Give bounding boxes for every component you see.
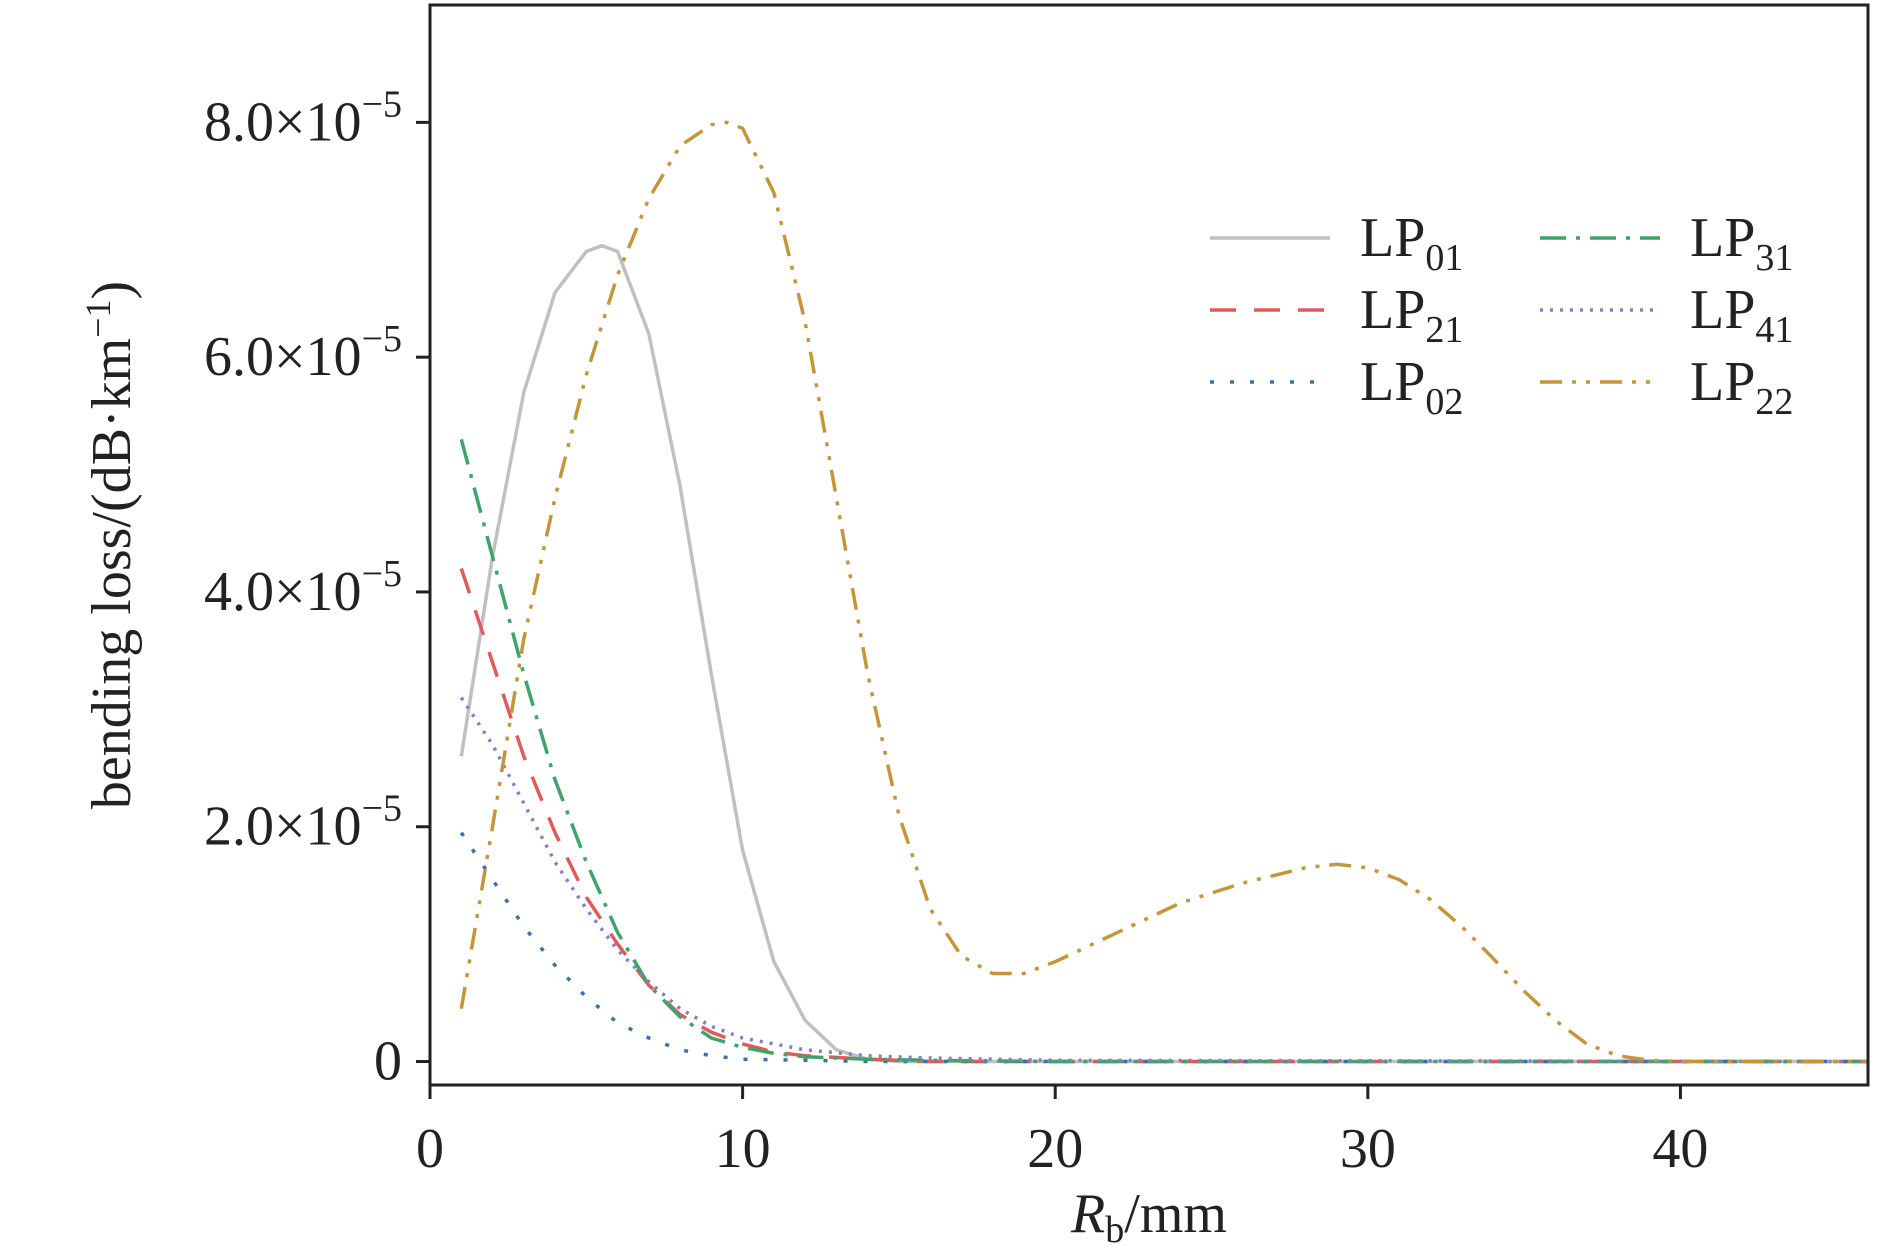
x-axis-title-sub: b <box>1105 1209 1124 1247</box>
y-axis-title-main: bending loss/(dB·km <box>81 338 143 809</box>
legend-label: LP21 <box>1360 279 1463 351</box>
legend-label: LP02 <box>1360 351 1463 423</box>
series-line-lp21 <box>459 567 1868 1064</box>
x-axis: 0 10 20 30 40 <box>416 1085 1708 1180</box>
series-line-lp01 <box>459 243 1868 1064</box>
y-axis-title-sup: −1 <box>78 300 118 338</box>
y-tick-label: 2.0×10−5 <box>204 788 402 858</box>
x-axis-title: Rb/mm <box>1070 1183 1227 1247</box>
y-axis-title-close: ) <box>81 281 143 300</box>
plot-lines <box>459 120 1869 1064</box>
legend-label: LP01 <box>1360 207 1463 279</box>
x-tick-label: 40 <box>1652 1118 1708 1180</box>
series-line-lp41 <box>459 696 1869 1064</box>
series-line-lp31 <box>459 438 1868 1064</box>
x-axis-title-unit: /mm <box>1124 1183 1227 1245</box>
x-tick-label: 10 <box>715 1118 771 1180</box>
x-tick-label: 20 <box>1027 1118 1083 1180</box>
series-line-lp22 <box>459 120 1868 1064</box>
x-tick-label: 30 <box>1340 1118 1396 1180</box>
x-tick-label: 0 <box>416 1118 444 1180</box>
legend-label: LP31 <box>1690 207 1793 279</box>
y-tick-label: 8.0×10−5 <box>204 83 402 153</box>
y-tick-label: 6.0×10−5 <box>204 318 402 388</box>
plot-frame <box>428 3 1870 1087</box>
y-tick-label: 4.0×10−5 <box>204 553 402 623</box>
y-axis-title: bending loss/(dB·km−1) <box>78 281 143 809</box>
y-tick-label: 0 <box>374 1031 402 1093</box>
legend-label: LP22 <box>1690 351 1793 423</box>
x-axis-title-var: R <box>1070 1183 1105 1245</box>
legend-label: LP41 <box>1690 279 1793 351</box>
y-axis: 0 2.0×10−5 4.0×10−5 6.0×10−5 8.0×10−5 <box>204 83 430 1093</box>
series-line-lp02 <box>459 831 1868 1064</box>
